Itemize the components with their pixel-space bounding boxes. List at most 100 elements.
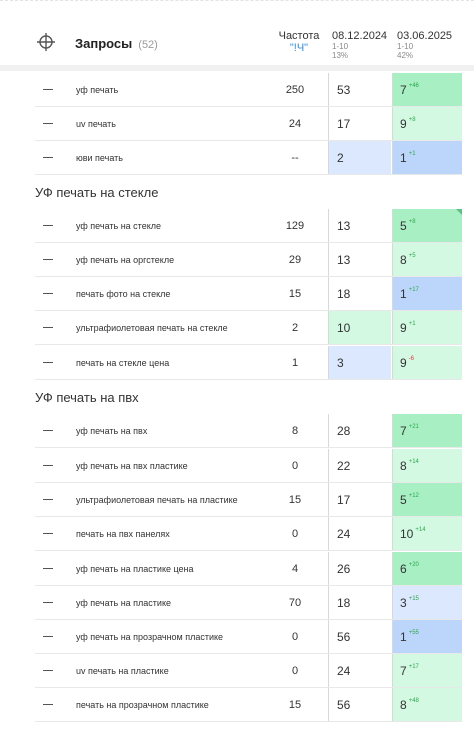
position-cell-2[interactable]: 3 +15	[392, 586, 462, 619]
group-header[interactable]: УФ печать на пвх	[0, 386, 474, 408]
query-text: uv печать на пластике	[76, 665, 169, 676]
remove-row-icon[interactable]	[43, 704, 53, 705]
position-cell-2[interactable]: 9 +1	[392, 311, 462, 344]
queries-title[interactable]: Запросы (52)	[75, 36, 158, 51]
position-cell-1[interactable]: 24	[328, 654, 391, 687]
position-cell-1[interactable]: 18	[328, 586, 391, 619]
crosshair-icon[interactable]	[37, 33, 55, 51]
table-row[interactable]: уф печать 250 53 7 +46	[35, 73, 462, 107]
table-row[interactable]: уф печать на пвх 8 28 7 +21	[35, 414, 462, 448]
position-value: 8	[400, 252, 407, 267]
position-cell-2[interactable]: 10 +14	[392, 517, 462, 550]
position-cell-1[interactable]: 24	[328, 517, 391, 550]
position-cell-2[interactable]: 1 +55	[392, 620, 462, 653]
position-cell-2[interactable]: 8 +14	[392, 449, 462, 482]
position-cell-1[interactable]: 13	[328, 243, 391, 276]
position-cell-1[interactable]: 26	[328, 552, 391, 585]
remove-row-icon[interactable]	[43, 89, 53, 90]
table-row[interactable]: уф печать на прозрачном пластике 0 56 1 +55	[35, 620, 462, 654]
remove-row-icon[interactable]	[43, 259, 53, 260]
table-row[interactable]: уф печать на пластике цена 4 26 6 +20	[35, 552, 462, 586]
table-row[interactable]: печать на пвх панелях 0 24 10 +14	[35, 517, 462, 551]
remove-row-icon[interactable]	[43, 293, 53, 294]
date-percent: 13%	[332, 51, 349, 60]
position-cell-2[interactable]: 5 +12	[392, 483, 462, 516]
position-value: 10	[400, 526, 414, 541]
remove-row-icon[interactable]	[43, 362, 53, 363]
position-value: 8	[400, 458, 407, 473]
position-value: 56	[337, 629, 351, 644]
remove-row-icon[interactable]	[43, 123, 53, 124]
table-row[interactable]: уф печать на пвх пластике 0 22 8 +14	[35, 449, 462, 483]
queries-count: (52)	[138, 39, 158, 51]
header-divider	[0, 65, 474, 71]
table-row[interactable]: ультрафиолетовая печать на стекле 2 10 9 +1	[35, 311, 462, 345]
position-value: 13	[337, 252, 351, 267]
position-value: 2	[337, 150, 344, 165]
position-value: 53	[337, 82, 351, 97]
frequency-value: 15	[288, 493, 302, 506]
table-row[interactable]: uv печать 24 17 9 +8	[35, 107, 462, 141]
position-cell-1[interactable]: 18	[328, 277, 391, 310]
query-text: печать на пвх панелях	[76, 528, 170, 539]
remove-row-icon[interactable]	[43, 157, 53, 158]
position-cell-1[interactable]: 2	[328, 141, 391, 174]
remove-row-icon[interactable]	[43, 568, 53, 569]
remove-row-icon[interactable]	[43, 430, 53, 431]
date-label: 08.12.2024	[332, 30, 388, 42]
frequency-value: 129	[285, 219, 305, 232]
position-cell-1[interactable]: 17	[328, 483, 391, 516]
position-cell-1[interactable]: 3	[328, 346, 391, 379]
position-cell-1[interactable]: 17	[328, 107, 391, 140]
position-cell-1[interactable]: 28	[328, 414, 391, 447]
remove-row-icon[interactable]	[43, 225, 53, 226]
position-change: +46	[408, 82, 419, 89]
remove-row-icon[interactable]	[43, 670, 53, 671]
frequency-value: 15	[288, 698, 302, 711]
position-cell-2[interactable]: 7 +21	[392, 414, 462, 447]
position-value: 18	[337, 595, 351, 610]
position-cell-2[interactable]: 7 +46	[392, 73, 462, 106]
remove-row-icon[interactable]	[43, 533, 53, 534]
position-cell-2[interactable]: 1 +1	[392, 141, 462, 174]
table-row[interactable]: юви печать -- 2 1 +1	[35, 141, 462, 175]
position-cell-2[interactable]: 9 -6	[392, 346, 462, 379]
frequency-value: 0	[291, 527, 299, 540]
table-row[interactable]: печать фото на стекле 15 18 1 +17	[35, 277, 462, 311]
position-cell-2[interactable]: 1 +17	[392, 277, 462, 310]
position-cell-1[interactable]: 53	[328, 73, 391, 106]
position-cell-2[interactable]: 8 +5	[392, 243, 462, 276]
position-cell-1[interactable]: 56	[328, 620, 391, 653]
position-value: 24	[337, 663, 351, 678]
table-row[interactable]: уф печать на пластике 70 18 3 +15	[35, 586, 462, 620]
table-row[interactable]: uv печать на пластике 0 24 7 +17	[35, 654, 462, 688]
position-cell-1[interactable]: 13	[328, 209, 391, 242]
date-column-header-2[interactable]: 03.06.2025 1-10 42%	[397, 30, 452, 60]
position-cell-2[interactable]: 5 +8	[392, 209, 462, 242]
position-value: 17	[337, 116, 351, 131]
table-row[interactable]: уф печать на стекле 129 13 5 +8	[35, 209, 462, 243]
date-column-header-1[interactable]: 08.12.2024 1-10 13%	[332, 30, 387, 60]
position-cell-1[interactable]: 22	[328, 449, 391, 482]
frequency-column-header[interactable]: Частота "!Ч"	[268, 30, 330, 54]
position-value: 1	[400, 286, 407, 301]
remove-row-icon[interactable]	[43, 327, 53, 328]
position-cell-1[interactable]: 56	[328, 688, 391, 721]
group-header[interactable]: УФ печать на стекле	[0, 181, 474, 203]
table-row[interactable]: печать на прозрачном пластике 15 56 8 +48	[35, 688, 462, 722]
position-change: +14	[415, 526, 426, 533]
table-row[interactable]: ультрафиолетовая печать на пластике 15 17 5…	[35, 483, 462, 517]
position-cell-2[interactable]: 6 +20	[392, 552, 462, 585]
remove-row-icon[interactable]	[43, 602, 53, 603]
position-cell-2[interactable]: 9 +8	[392, 107, 462, 140]
position-value: 13	[337, 218, 351, 233]
table-row[interactable]: уф печать на оргстекле 29 13 8 +5	[35, 243, 462, 277]
remove-row-icon[interactable]	[43, 499, 53, 500]
table-row[interactable]: печать на стекле цена 1 3 9 -6	[35, 346, 462, 380]
date-label: 03.06.2025	[397, 30, 453, 42]
position-cell-2[interactable]: 7 +17	[392, 654, 462, 687]
position-cell-1[interactable]: 10	[328, 311, 391, 344]
remove-row-icon[interactable]	[43, 636, 53, 637]
position-cell-2[interactable]: 8 +48	[392, 688, 462, 721]
remove-row-icon[interactable]	[43, 465, 53, 466]
